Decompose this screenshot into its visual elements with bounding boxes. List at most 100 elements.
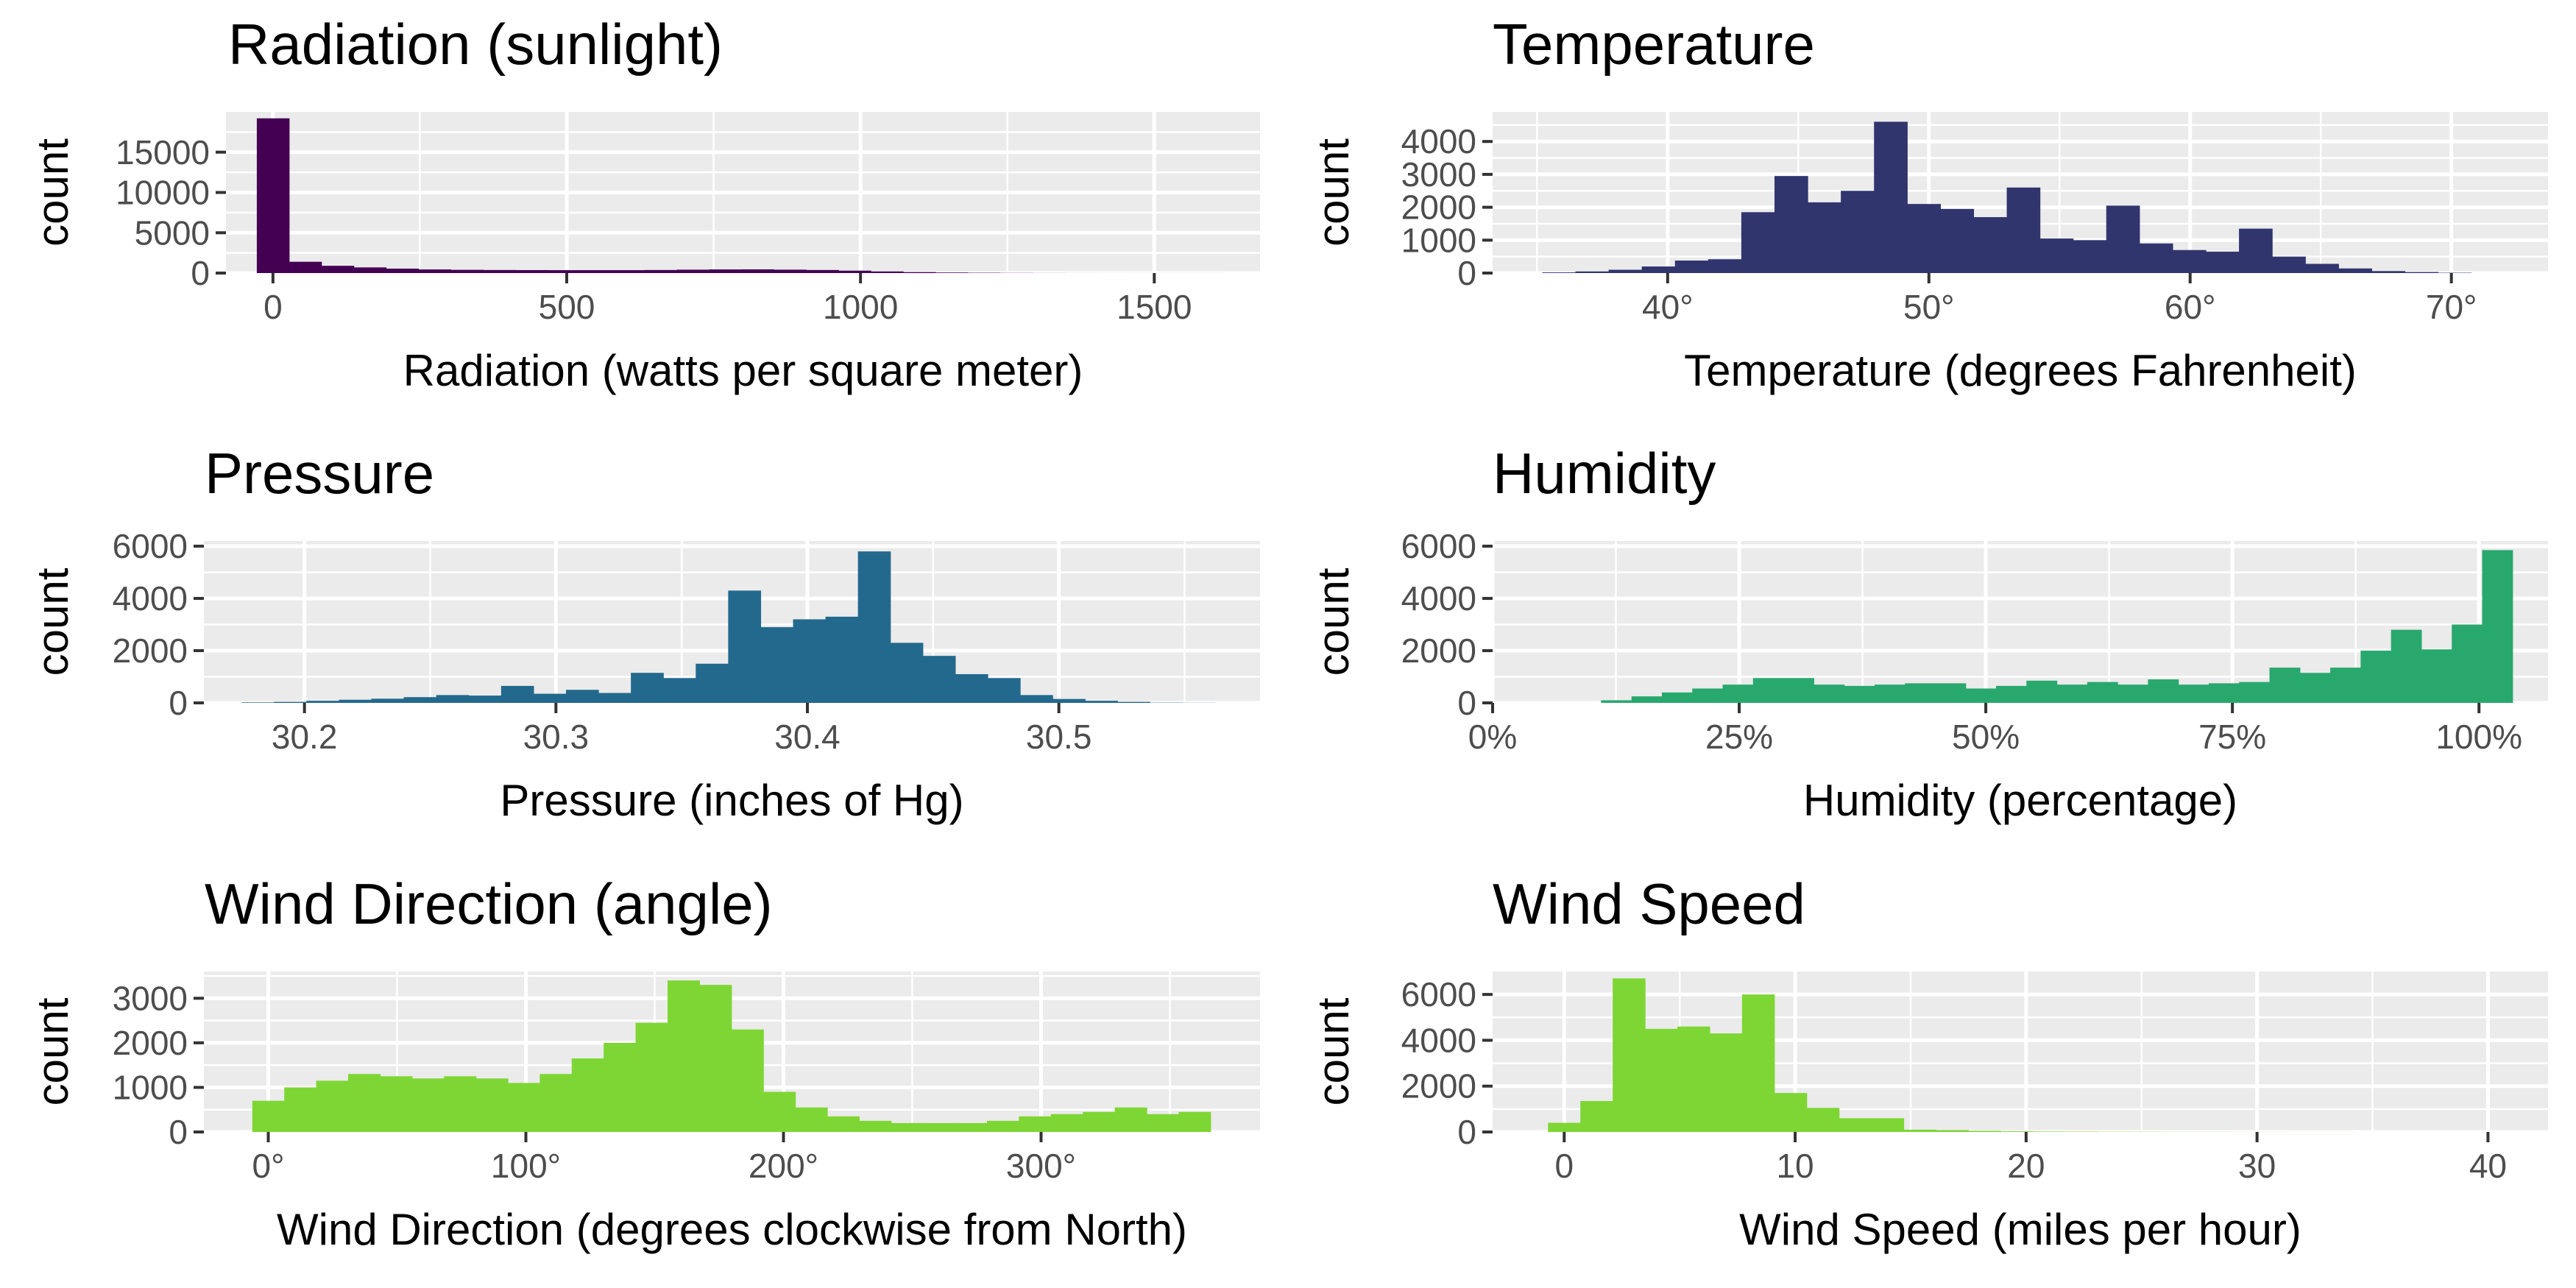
x-tick-label: 0% [1468, 718, 1517, 756]
y-tick-label: 1000 [113, 1068, 188, 1106]
histogram-bar [1114, 1107, 1147, 1132]
y-axis-title: count [1309, 567, 1358, 676]
histogram-bar [890, 643, 924, 703]
histogram-bar [1709, 1033, 1743, 1132]
histogram-bar [1841, 191, 1875, 273]
y-tick-label: 0 [169, 684, 188, 722]
x-tick-label: 30.4 [774, 718, 841, 756]
y-tick-label: 0 [1457, 1113, 1476, 1151]
histogram-bar [793, 619, 827, 703]
histogram-bar [2421, 649, 2452, 703]
histogram-bar [2391, 629, 2422, 703]
x-axis-title: Wind Speed (miles per hour) [1739, 1205, 2301, 1254]
histogram-bar [1692, 688, 1724, 703]
x-tick-label: 20 [2007, 1147, 2045, 1185]
histogram-bar [566, 690, 599, 703]
histogram-bar [598, 693, 631, 703]
histogram-bar [289, 261, 322, 273]
histogram-bar [1783, 678, 1814, 703]
y-tick-label: 2000 [1401, 631, 1476, 670]
panel-title: Radiation (sunlight) [228, 12, 723, 77]
histogram-bar [306, 701, 340, 703]
histogram-bar [2073, 240, 2107, 273]
histogram-bar [806, 269, 839, 273]
histogram-bar [321, 266, 355, 273]
histogram-bar [2330, 668, 2361, 703]
histogram-bar [1117, 701, 1150, 703]
histogram-bar [859, 1120, 892, 1132]
histogram-bar [1548, 1122, 1581, 1132]
histogram-bar [475, 1078, 509, 1132]
x-axis-title: Humidity (percentage) [1803, 776, 2237, 825]
histogram-bar [1661, 692, 1693, 703]
y-tick-label: 4000 [1401, 122, 1476, 160]
histogram-bar [2117, 684, 2149, 703]
histogram-bar [403, 697, 437, 703]
x-tick-label: 50% [1952, 718, 2020, 756]
histogram-bar [274, 701, 307, 703]
histogram-bar [500, 685, 534, 703]
x-tick-label: 30.2 [272, 718, 338, 756]
histogram-bar [436, 695, 470, 703]
histogram-bar [1839, 1118, 1872, 1132]
panel-title: Pressure [205, 441, 434, 506]
histogram-bar [2482, 550, 2513, 703]
x-tick-label: 30.5 [1026, 718, 1092, 756]
histogram-bar [857, 551, 891, 703]
histogram-bar [631, 673, 664, 703]
x-tick-label: 40° [1642, 288, 1694, 326]
y-tick-label: 3000 [1401, 155, 1476, 194]
panel-title: Wind Direction (angle) [205, 871, 773, 936]
x-axis-title: Radiation (watts per square meter) [403, 346, 1083, 395]
x-tick-label: 500 [539, 288, 595, 326]
y-tick-label: 0 [191, 254, 210, 292]
histogram-bar [1050, 1114, 1083, 1132]
histogram-bar [1641, 266, 1676, 273]
histogram-bar [987, 1120, 1019, 1132]
y-tick-label: 10000 [116, 174, 210, 212]
x-axis-title: Pressure (inches of Hg) [500, 776, 963, 825]
histogram-bar [2056, 684, 2088, 703]
y-tick-label: 15000 [116, 133, 210, 171]
histogram-bar [2239, 682, 2271, 703]
histogram-bar [1996, 685, 2027, 703]
x-tick-label: 200° [749, 1147, 818, 1185]
histogram-bar [825, 616, 859, 703]
histogram-bar [709, 269, 743, 273]
histogram-bar [955, 673, 988, 703]
histogram-bar [2039, 238, 2074, 273]
histogram-bar [676, 269, 710, 273]
y-tick-label: 4000 [1401, 579, 1476, 618]
histogram-bar [2087, 682, 2118, 703]
histogram-bar [2239, 228, 2273, 273]
histogram-bar [903, 272, 936, 273]
x-tick-label: 1500 [1117, 288, 1192, 326]
histogram-bar [1178, 1111, 1211, 1132]
x-tick-label: 300° [1006, 1147, 1076, 1185]
y-tick-label: 4000 [113, 579, 188, 618]
histogram-bar [1741, 212, 1775, 273]
histogram-bar [1808, 202, 1841, 273]
histogram-bar [1645, 1028, 1678, 1132]
y-tick-label: 0 [1457, 684, 1476, 722]
histogram-bar [1631, 696, 1663, 703]
histogram-bar [1940, 208, 1975, 273]
histogram-bar [515, 269, 548, 273]
histogram-bar [2172, 250, 2207, 273]
histogram-bar [348, 1074, 381, 1132]
histogram-bar [386, 268, 420, 273]
histogram-bar [2178, 684, 2209, 703]
x-axis-title: Wind Direction (degrees clockwise from N… [277, 1205, 1187, 1254]
histogram-bar [1708, 259, 1742, 273]
x-tick-label: 100% [2435, 718, 2522, 756]
histogram-bar [1973, 217, 2008, 273]
y-tick-label: 0 [1457, 254, 1476, 292]
y-tick-label: 6000 [1401, 975, 1476, 1013]
histogram-bar [2033, 1131, 2066, 1132]
histogram-bar [838, 270, 871, 273]
x-tick-label: 1000 [823, 288, 898, 326]
histogram-bar [2269, 668, 2301, 703]
chart-panel-3: 30.2 30.3 30.4 30.5 0 2000 4000 6000 Pressure Pre… [28, 441, 1260, 825]
y-tick-label: 1000 [1401, 221, 1476, 259]
